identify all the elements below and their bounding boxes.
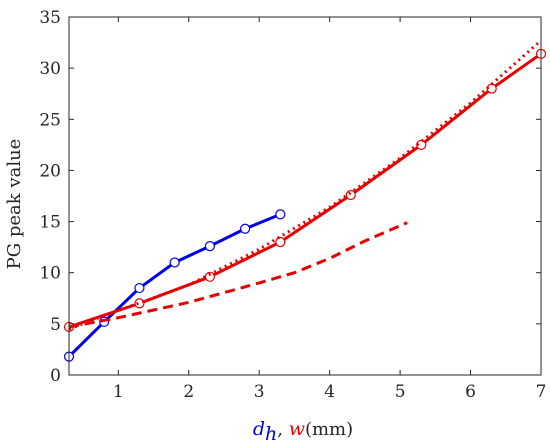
x-axis-label-dh-sub: h [265, 423, 277, 444]
data-point-blue [240, 223, 251, 234]
x-tick-label: 5 [395, 382, 406, 402]
data-point-red [204, 271, 215, 282]
data-point-blue [134, 282, 145, 294]
x-tick-label: 7 [536, 382, 547, 402]
x-ticks: 1 2 3 4 5 6 7 [113, 17, 547, 402]
data-point-red [134, 298, 145, 309]
y-tick-label: 25 [39, 110, 61, 130]
data-point-red [275, 236, 286, 248]
x-tick-label: 1 [113, 382, 124, 402]
data-point-red [345, 189, 356, 201]
y-tick-label: 10 [39, 264, 61, 284]
y-tick-label: 5 [50, 315, 61, 335]
data-point-blue [204, 241, 215, 252]
x-axis-label: dh, w(mm) [253, 418, 353, 444]
y-axis-label: PG peak value [4, 139, 25, 270]
y-tick-label: 20 [39, 161, 61, 181]
x-tick-label: 6 [465, 382, 476, 402]
axes-frame [68, 16, 542, 376]
plot-series [63, 39, 547, 362]
x-axis-label-w: w [289, 418, 305, 440]
y-tick-label: 30 [39, 59, 61, 79]
x-tick-label: 3 [254, 382, 265, 402]
series-line-red-solid [69, 52, 541, 329]
x-axis-label-dh: d [253, 418, 265, 440]
series-line-red-dotted [69, 39, 541, 331]
data-point-blue [169, 257, 180, 268]
y-ticks: 0 5 10 15 20 25 30 35 [39, 8, 541, 386]
axes-box [68, 16, 542, 376]
x-tick-label: 4 [324, 382, 335, 402]
x-axis-label-unit: (mm) [305, 419, 353, 440]
y-tick-label: 15 [39, 213, 61, 233]
y-tick-label: 0 [50, 366, 61, 386]
x-tick-label: 2 [183, 382, 194, 402]
data-point-blue [275, 209, 286, 220]
series-line-red-dashed [69, 221, 408, 329]
x-axis-label-sep: , [277, 419, 288, 440]
y-tick-label: 35 [39, 8, 61, 28]
